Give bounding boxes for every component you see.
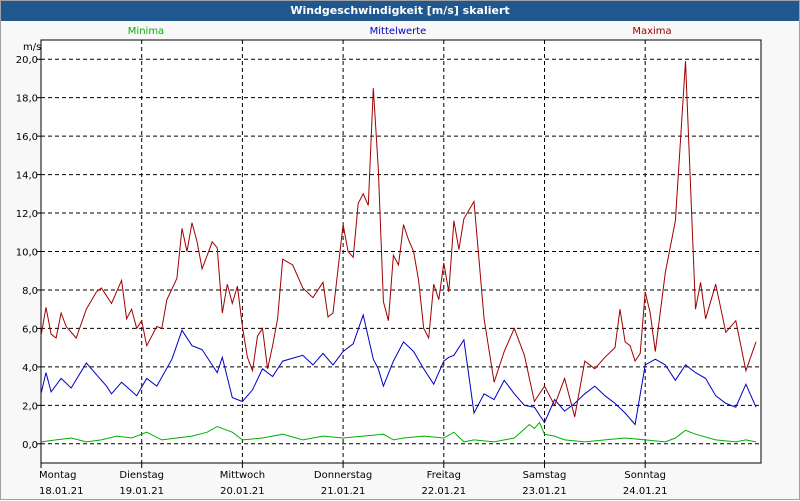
y-tick-label: 20,0 <box>16 55 38 66</box>
y-tick-label: 18,0 <box>16 94 38 105</box>
x-tick-day: Sonntag <box>624 470 666 481</box>
x-tick-day: Donnerstag <box>314 470 372 481</box>
x-tick-day: Samstag <box>523 470 567 481</box>
x-tick-date: 24.01.21 <box>623 486 668 497</box>
y-tick-label: 14,0 <box>16 171 38 182</box>
x-tick-date: 23.01.21 <box>522 486 567 497</box>
y-tick-label: 12,0 <box>16 209 38 220</box>
x-tick-day: Freitag <box>427 470 461 481</box>
x-tick-date: 22.01.21 <box>422 486 467 497</box>
x-tick-day: Dienstag <box>119 470 164 481</box>
y-tick-label: 2,0 <box>22 401 38 412</box>
x-tick-day: Mittwoch <box>220 470 265 481</box>
y-tick-label: 4,0 <box>22 363 38 374</box>
y-tick-label: 8,0 <box>22 286 38 297</box>
y-tick-label: 6,0 <box>22 324 38 335</box>
x-tick-date: 19.01.21 <box>119 486 164 497</box>
y-tick-label: 10,0 <box>16 248 38 259</box>
series-line-mittelwerte <box>40 313 757 426</box>
legend-maxima: Maxima <box>632 26 671 37</box>
legend-minima: Minima <box>128 26 164 37</box>
x-tick-labels: Montag 18.01.21 Dienstag 19.01.21 Mittwoch 20… <box>39 470 667 497</box>
legend-mittelwerte: Mittelwerte <box>370 26 427 37</box>
y-tick-labels: 0,0 2,0 4,0 6,0 8,0 10,0 12,0 14,0 16,0 18,0 20,0 <box>16 55 38 451</box>
y-tick-label: 16,0 <box>16 132 38 143</box>
x-tick-date: 21.01.21 <box>321 486 366 497</box>
series-line-minima <box>40 421 757 443</box>
chart-title: Windgeschwindigkeit [m/s] skaliert <box>1 1 799 21</box>
series-lines <box>40 61 757 443</box>
series-line-maxima <box>40 61 757 418</box>
x-tick-date: 18.01.21 <box>39 486 84 497</box>
y-axis-unit: m/s <box>23 42 41 53</box>
y-tick-label: 0,0 <box>22 440 38 451</box>
x-tick-date: 20.01.21 <box>220 486 265 497</box>
x-tick-day: Montag <box>39 470 76 481</box>
legend: Minima Mittelwerte Maxima <box>128 26 672 37</box>
